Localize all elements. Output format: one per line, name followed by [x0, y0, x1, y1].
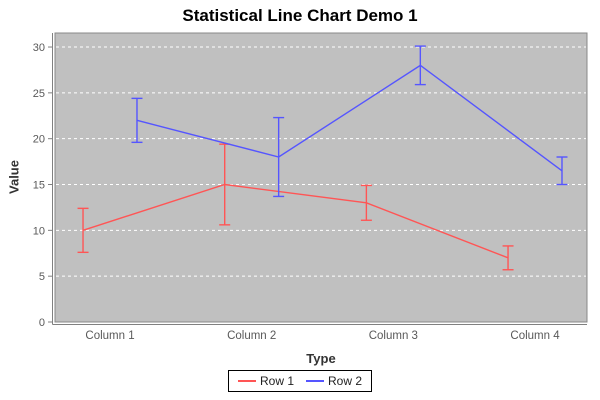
x-axis-label: Type [306, 351, 336, 366]
x-category-label: Column 3 [369, 330, 418, 342]
x-category-label: Column 4 [510, 330, 560, 342]
row2-line-swatch [306, 380, 324, 382]
x-category-label: Column 2 [227, 330, 276, 342]
series-line-row-2 [136, 64, 563, 172]
legend-label-row1: Row 1 [259, 374, 294, 388]
chart-title: Statistical Line Chart Demo 1 [182, 6, 418, 25]
legend-box: Row 1 Row 2 [227, 370, 373, 392]
y-axis-label: Value [6, 160, 22, 194]
y-tick-label: 15 [33, 180, 45, 192]
plot-background [54, 32, 588, 323]
x-category-label: Column 1 [85, 330, 134, 342]
legend-item-row1: Row 1 [237, 374, 294, 388]
y-tick-label: 10 [33, 225, 45, 237]
y-tick-label: 0 [39, 317, 45, 329]
y-tick-label: 20 [33, 134, 45, 146]
y-tick-label: 30 [33, 42, 45, 54]
legend-item-row2: Row 2 [306, 374, 362, 388]
legend-label-row2: Row 2 [328, 374, 363, 388]
row1-line-swatch [237, 380, 256, 382]
legend: Row 1 Row 2 [0, 370, 600, 392]
series-line-row-1 [82, 183, 509, 259]
y-tick-label: 5 [39, 271, 45, 283]
y-tick-label: 25 [33, 88, 45, 100]
